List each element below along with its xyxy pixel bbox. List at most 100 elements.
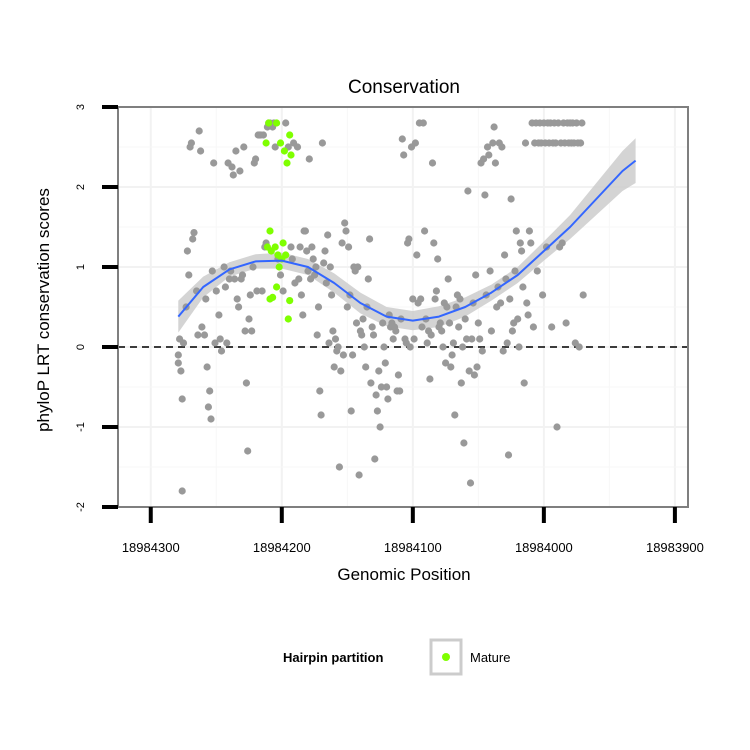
data-point (558, 239, 566, 247)
data-point (554, 119, 562, 127)
data-point (398, 135, 406, 143)
other-points (174, 119, 587, 495)
data-point (240, 143, 248, 151)
data-point (478, 347, 486, 355)
data-point (438, 327, 446, 335)
data-point (334, 343, 342, 351)
mature-point (280, 147, 288, 155)
data-point (178, 395, 186, 403)
data-point (235, 303, 243, 311)
data-point (194, 331, 202, 339)
smooth-line (177, 159, 637, 322)
data-point (211, 339, 219, 347)
data-point (470, 371, 478, 379)
data-point (426, 375, 434, 383)
data-point (178, 487, 186, 495)
y-tick-label: 2 (75, 184, 87, 190)
data-point (377, 383, 385, 391)
data-point (472, 271, 480, 279)
data-point (301, 227, 309, 235)
data-point (288, 255, 296, 263)
data-point (508, 327, 516, 335)
data-point (324, 231, 332, 239)
data-point (195, 127, 203, 135)
data-point (553, 423, 561, 431)
data-point (342, 227, 350, 235)
data-point (498, 143, 506, 151)
data-point (483, 143, 492, 151)
mature-point (283, 159, 291, 167)
data-point (331, 335, 340, 343)
data-point (362, 363, 370, 371)
data-point (421, 227, 429, 235)
data-point (428, 159, 437, 167)
data-point (457, 379, 465, 387)
data-point (524, 311, 532, 319)
data-point (190, 229, 198, 237)
mature-point (275, 263, 283, 271)
data-point (520, 379, 528, 387)
data-point (491, 159, 499, 167)
data-point (309, 255, 317, 263)
y-tick-label: 0 (75, 344, 87, 350)
data-point (552, 139, 560, 147)
data-point (189, 235, 197, 243)
data-point (231, 275, 239, 283)
data-point (392, 327, 400, 335)
data-point (242, 379, 250, 387)
data-point (229, 171, 237, 179)
data-point (185, 271, 193, 279)
data-point (501, 251, 509, 259)
data-point (451, 411, 459, 419)
data-point (511, 267, 519, 275)
data-point (518, 247, 526, 255)
data-point (376, 423, 384, 431)
data-point (514, 315, 522, 323)
data-point (369, 331, 378, 339)
data-point (325, 339, 333, 347)
data-point (174, 359, 182, 367)
data-point (320, 259, 328, 267)
y-tick-label: -2 (75, 502, 87, 512)
data-point (371, 455, 379, 463)
mature-point (286, 297, 294, 305)
data-point (411, 139, 419, 147)
data-point (539, 291, 547, 299)
legend-key-dot (442, 653, 450, 661)
data-point (258, 287, 266, 295)
mature-point (276, 139, 285, 147)
data-point (216, 335, 224, 343)
x-tick-label: 18984300 (122, 540, 180, 555)
data-point (444, 275, 452, 283)
data-point (368, 323, 376, 331)
data-point (432, 287, 440, 295)
data-point (177, 367, 185, 375)
data-point (244, 447, 252, 455)
data-point (449, 339, 457, 347)
data-point (490, 123, 498, 131)
data-point (238, 271, 247, 279)
data-point (220, 263, 228, 271)
data-point (405, 235, 413, 243)
data-point (236, 167, 244, 175)
data-point (473, 363, 481, 371)
data-point (355, 471, 363, 479)
data-point (317, 411, 325, 419)
data-point (329, 327, 337, 335)
data-point (529, 323, 538, 331)
data-point (480, 155, 488, 163)
data-point (575, 343, 583, 351)
x-axis: 18984300 18984200 18984100 18984000 18983900 (122, 507, 704, 555)
data-point (312, 263, 320, 271)
data-point (223, 339, 231, 347)
data-point (297, 291, 305, 299)
data-point (293, 143, 302, 151)
data-point (525, 227, 534, 235)
data-point (400, 151, 408, 159)
data-point (210, 159, 218, 167)
data-point (562, 319, 570, 327)
data-point (259, 131, 267, 139)
mature-point (273, 283, 281, 291)
data-point (303, 247, 311, 255)
mature-point (262, 139, 270, 147)
